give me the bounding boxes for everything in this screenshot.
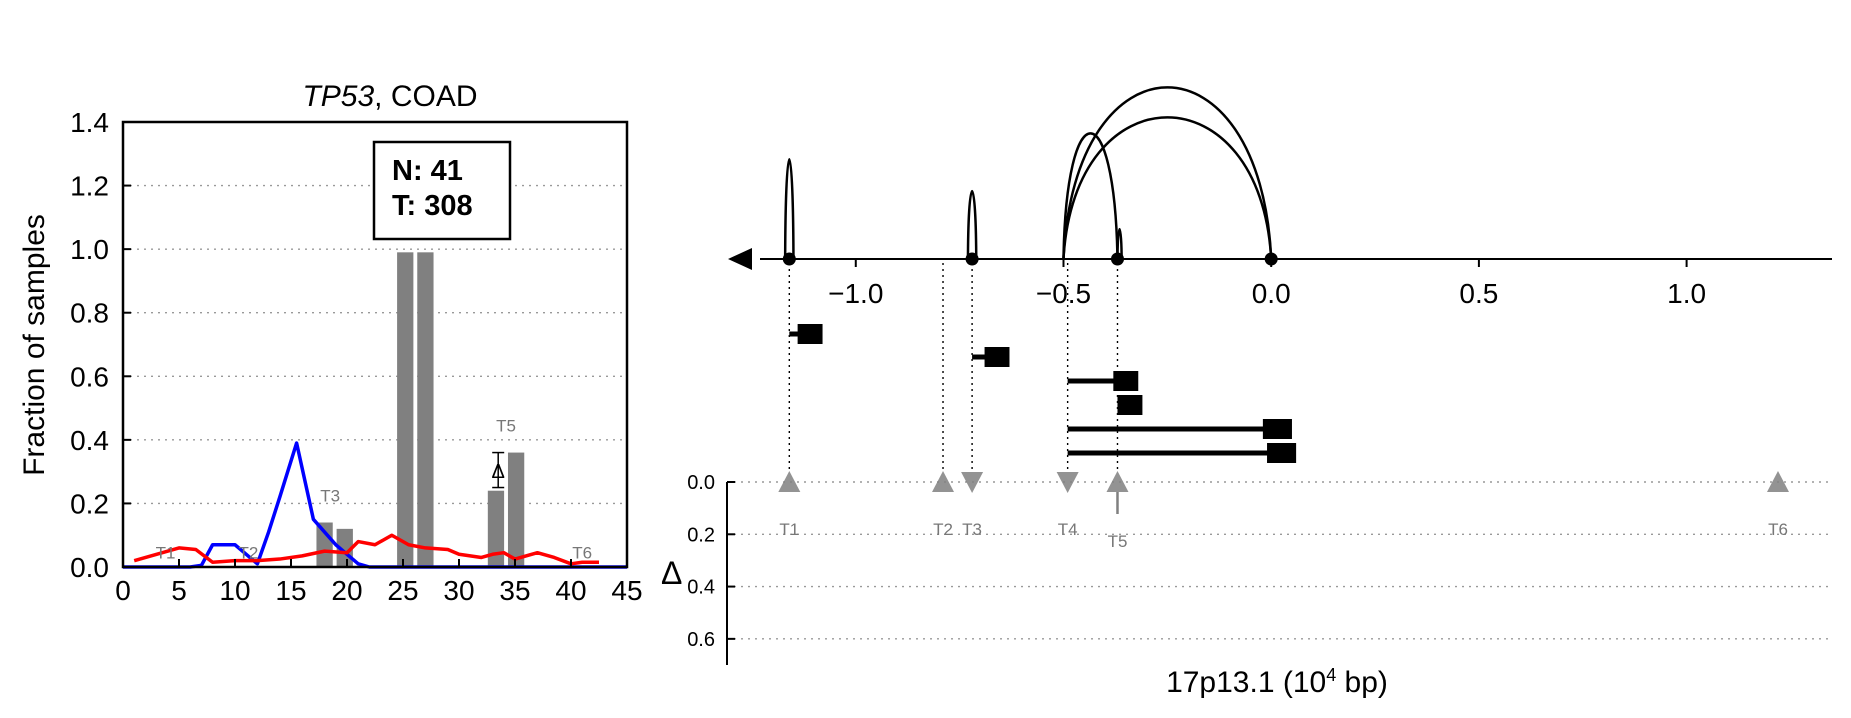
splice-arcs xyxy=(783,86,1273,260)
tss-marker-label: T4 xyxy=(1058,520,1078,539)
tss-label: T5 xyxy=(496,417,516,436)
genome-tick-label: 0.5 xyxy=(1459,278,1498,309)
tss-marker-label: T6 xyxy=(1768,520,1788,539)
tss-up-triangle-icon xyxy=(1766,471,1789,492)
x-tick-label: 25 xyxy=(387,575,418,606)
splice-arc xyxy=(1062,116,1273,260)
delta-symbol: Δ xyxy=(492,461,505,483)
x-tick-label: 40 xyxy=(555,575,586,606)
junction-node xyxy=(1110,252,1124,266)
tss-up-triangle-icon xyxy=(932,471,955,492)
normal-count: N: 41 xyxy=(392,155,463,187)
y-tick-label: 0.2 xyxy=(70,488,109,519)
sample-count-box: N: 41 T: 308 xyxy=(372,140,512,241)
x-tick-label: 45 xyxy=(611,575,642,606)
normal-series-line xyxy=(123,441,627,569)
delta-axis-label: Δ xyxy=(661,555,682,591)
left-plot-frame xyxy=(121,120,629,569)
tss-down-triangle-icon xyxy=(1056,472,1079,493)
x-tick-label: 0 xyxy=(115,575,131,606)
y-tick-label: 1.2 xyxy=(70,171,109,202)
genome-tick-label: 0.0 xyxy=(1252,278,1291,309)
line-series-group xyxy=(123,441,627,569)
y-tick-label: 1.0 xyxy=(70,234,109,265)
genome-tick-label: −0.5 xyxy=(1036,278,1091,309)
bar xyxy=(507,452,525,567)
x-tick-label: 20 xyxy=(331,575,362,606)
tss-up-triangle-icon xyxy=(1106,471,1129,492)
exon-block xyxy=(1262,419,1292,439)
y-tick-label: 0.0 xyxy=(70,552,109,583)
left-chart: TP53, COAD T1 T2 T3 T5 T6 Δ 0 5 10 15 20 25 30 35 40… xyxy=(18,80,643,606)
x-tick-label: 5 xyxy=(171,575,187,606)
x-tick-label: 35 xyxy=(499,575,530,606)
x-tick-label: 30 xyxy=(443,575,474,606)
tss-labels: T1 T2 T3 T5 T6 xyxy=(156,417,592,563)
genome-x-axis-label: 17p13.1 (104 bp) xyxy=(1166,665,1388,699)
right-chart: −1.0 −0.5 0.0 0.5 1.0 0.00.20.40.6 Δ T1 T2 T3 T… xyxy=(661,86,1832,699)
tss-down-triangle-icon xyxy=(961,472,984,493)
delta-y-ticks: 0.0 0.2 0.4 0.6 xyxy=(687,472,735,651)
tumor-series-line xyxy=(133,533,599,566)
junction-node xyxy=(965,252,979,266)
exon-block xyxy=(1117,395,1143,415)
x-axis-ticks: 0 5 10 15 20 25 30 35 40 45 xyxy=(115,559,643,606)
x-tick-label: 15 xyxy=(275,575,306,606)
splice-arc xyxy=(1116,227,1123,260)
genome-tick-label: 1.0 xyxy=(1667,278,1706,309)
tss-marker-label: T2 xyxy=(933,520,953,539)
bar-series xyxy=(316,252,525,568)
tss-marker-label: T1 xyxy=(779,520,799,539)
exon-block xyxy=(797,324,823,344)
bar xyxy=(316,522,333,567)
y-axis-label: Fraction of samples xyxy=(18,214,51,476)
bar xyxy=(397,252,414,568)
splice-arc xyxy=(783,158,795,260)
bar xyxy=(417,252,434,568)
exon-block xyxy=(984,347,1010,367)
exon-block xyxy=(1113,371,1139,391)
tss-label: T1 xyxy=(156,544,176,563)
strand-arrow-icon xyxy=(728,248,752,270)
tss-label: T6 xyxy=(572,544,592,563)
delta-error-marker: Δ xyxy=(492,451,505,489)
tss-label: T3 xyxy=(320,486,340,505)
tss-markers: T1 T2 T3 T4 T5 T6 xyxy=(778,471,1789,551)
delta-tick-label: 0.2 xyxy=(687,524,715,546)
chart-title: TP53, COAD xyxy=(302,80,477,113)
x-tick-label: 10 xyxy=(219,575,250,606)
delta-gridlines xyxy=(727,481,1832,640)
y-axis-ticks: 0.0 0.2 0.4 0.6 0.8 1.0 1.2 1.4 xyxy=(70,107,131,583)
delta-tick-label: 0.6 xyxy=(687,629,715,651)
y-tick-label: 0.6 xyxy=(70,361,109,392)
delta-panel: 0.0 0.2 0.4 0.6 Δ T1 T2 T3 T4 T5 T6 xyxy=(661,471,1832,665)
splice-arc xyxy=(966,189,978,260)
tss-marker-label: T3 xyxy=(962,520,982,539)
transcript-tracks xyxy=(789,324,1297,463)
splice-arc xyxy=(1062,86,1273,260)
delta-tick-label: 0.0 xyxy=(687,472,715,494)
tss-guide-lines xyxy=(788,263,1119,472)
genome-tick-label: −1.0 xyxy=(828,278,883,309)
y-tick-label: 0.8 xyxy=(70,298,109,329)
tss-marker-label: T5 xyxy=(1108,532,1128,551)
junction-node xyxy=(782,252,796,266)
bar xyxy=(487,490,505,567)
tss-up-triangle-icon xyxy=(778,471,801,492)
genome-x-ticks: −1.0 −0.5 0.0 0.5 1.0 xyxy=(828,259,1706,309)
exon-block xyxy=(1267,443,1297,463)
y-tick-label: 1.4 xyxy=(70,107,109,138)
delta-tick-label: 0.4 xyxy=(687,577,715,599)
tss-label: T2 xyxy=(239,544,259,563)
splice-arc xyxy=(1062,132,1119,260)
count-box-frame xyxy=(372,140,512,241)
tumor-count: T: 308 xyxy=(392,190,473,222)
y-tick-label: 0.4 xyxy=(70,425,109,456)
